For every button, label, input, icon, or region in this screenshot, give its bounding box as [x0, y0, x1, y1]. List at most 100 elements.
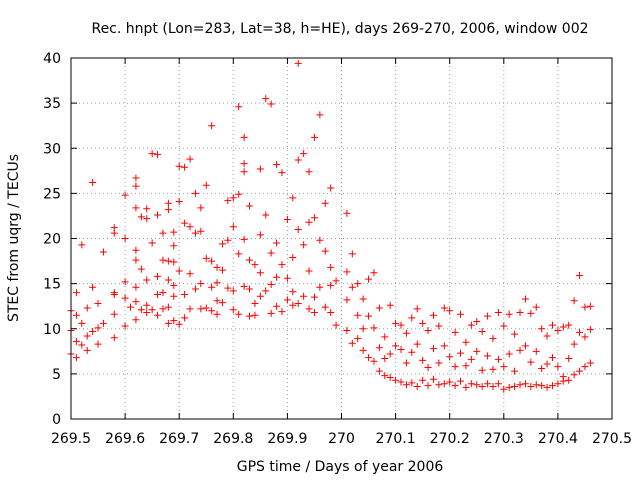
data-point — [354, 311, 362, 319]
data-point — [494, 355, 502, 363]
data-point — [386, 373, 394, 381]
y-tick-label: 5 — [52, 367, 61, 383]
data-point — [213, 279, 221, 287]
data-point — [164, 199, 172, 207]
data-point — [457, 377, 465, 385]
data-point — [240, 168, 248, 176]
data-point — [321, 247, 329, 255]
x-tick-label: 270 — [328, 431, 355, 447]
data-point — [246, 285, 254, 293]
data-point — [278, 261, 286, 269]
data-point — [110, 334, 118, 342]
data-point — [429, 345, 437, 353]
data-point — [419, 376, 427, 384]
data-point — [283, 274, 291, 282]
data-point — [511, 383, 519, 391]
data-point — [489, 335, 497, 343]
data-point — [164, 206, 172, 214]
data-point — [191, 229, 199, 237]
data-point — [348, 283, 356, 291]
data-point — [348, 339, 356, 347]
data-point — [494, 380, 502, 388]
data-point — [413, 383, 421, 391]
data-point — [413, 340, 421, 348]
data-point — [278, 308, 286, 316]
data-point — [159, 305, 167, 313]
data-point — [305, 218, 313, 226]
data-point — [359, 325, 367, 333]
data-point — [440, 342, 448, 350]
data-point — [164, 319, 172, 327]
data-point — [78, 319, 86, 327]
data-point — [208, 122, 216, 130]
data-point — [570, 371, 578, 379]
data-point — [267, 309, 275, 317]
data-point — [386, 350, 394, 358]
data-point — [576, 367, 584, 375]
data-point — [570, 297, 578, 305]
data-point — [170, 281, 178, 289]
data-point — [121, 235, 129, 242]
data-point — [392, 319, 400, 327]
data-point — [451, 328, 459, 336]
data-point — [402, 359, 410, 367]
data-point — [143, 309, 151, 317]
x-tick-label: 269.8 — [213, 431, 253, 447]
data-point — [289, 301, 297, 309]
data-point — [273, 273, 281, 281]
data-point — [283, 296, 291, 304]
data-point — [365, 312, 373, 320]
data-point — [446, 353, 454, 361]
data-point — [164, 303, 172, 311]
data-point — [154, 151, 162, 159]
data-point — [527, 309, 535, 317]
data-point — [392, 376, 400, 384]
data-point — [565, 355, 573, 363]
data-point — [500, 322, 508, 330]
data-point — [218, 299, 226, 307]
data-point — [505, 350, 513, 358]
data-point — [543, 360, 551, 368]
data-point — [467, 321, 475, 329]
data-point — [359, 346, 367, 354]
data-point — [256, 292, 264, 300]
data-point — [543, 332, 551, 340]
data-point — [181, 163, 189, 171]
data-point — [548, 354, 556, 362]
data-point — [224, 236, 232, 244]
data-point — [343, 268, 351, 276]
data-point — [208, 307, 216, 315]
data-point — [186, 305, 194, 313]
data-point — [132, 283, 140, 291]
data-point — [327, 309, 335, 317]
data-point — [365, 275, 373, 283]
data-point — [94, 324, 102, 332]
data-point — [181, 219, 189, 227]
data-point — [505, 383, 513, 391]
x-axis-label: GPS time / Days of year 2006 — [237, 459, 444, 475]
data-point — [446, 378, 454, 386]
data-point — [181, 290, 189, 298]
y-tick-label: 35 — [43, 96, 61, 112]
data-point — [300, 292, 308, 300]
data-point — [273, 160, 281, 168]
data-point — [408, 379, 416, 387]
data-point — [197, 227, 205, 235]
data-point — [300, 241, 308, 249]
data-point — [235, 103, 243, 111]
data-point — [267, 281, 275, 289]
data-point — [186, 270, 194, 278]
data-point — [89, 283, 97, 291]
data-point — [419, 319, 427, 327]
data-point — [246, 202, 254, 210]
data-point — [273, 239, 281, 247]
data-point — [197, 305, 205, 313]
data-point — [143, 301, 151, 309]
data-point — [170, 317, 178, 325]
data-point — [516, 346, 524, 354]
y-axis-label: STEC from uqrg / TECUs — [6, 154, 22, 322]
data-point — [159, 289, 167, 297]
data-point — [473, 318, 481, 326]
data-point — [327, 263, 335, 271]
